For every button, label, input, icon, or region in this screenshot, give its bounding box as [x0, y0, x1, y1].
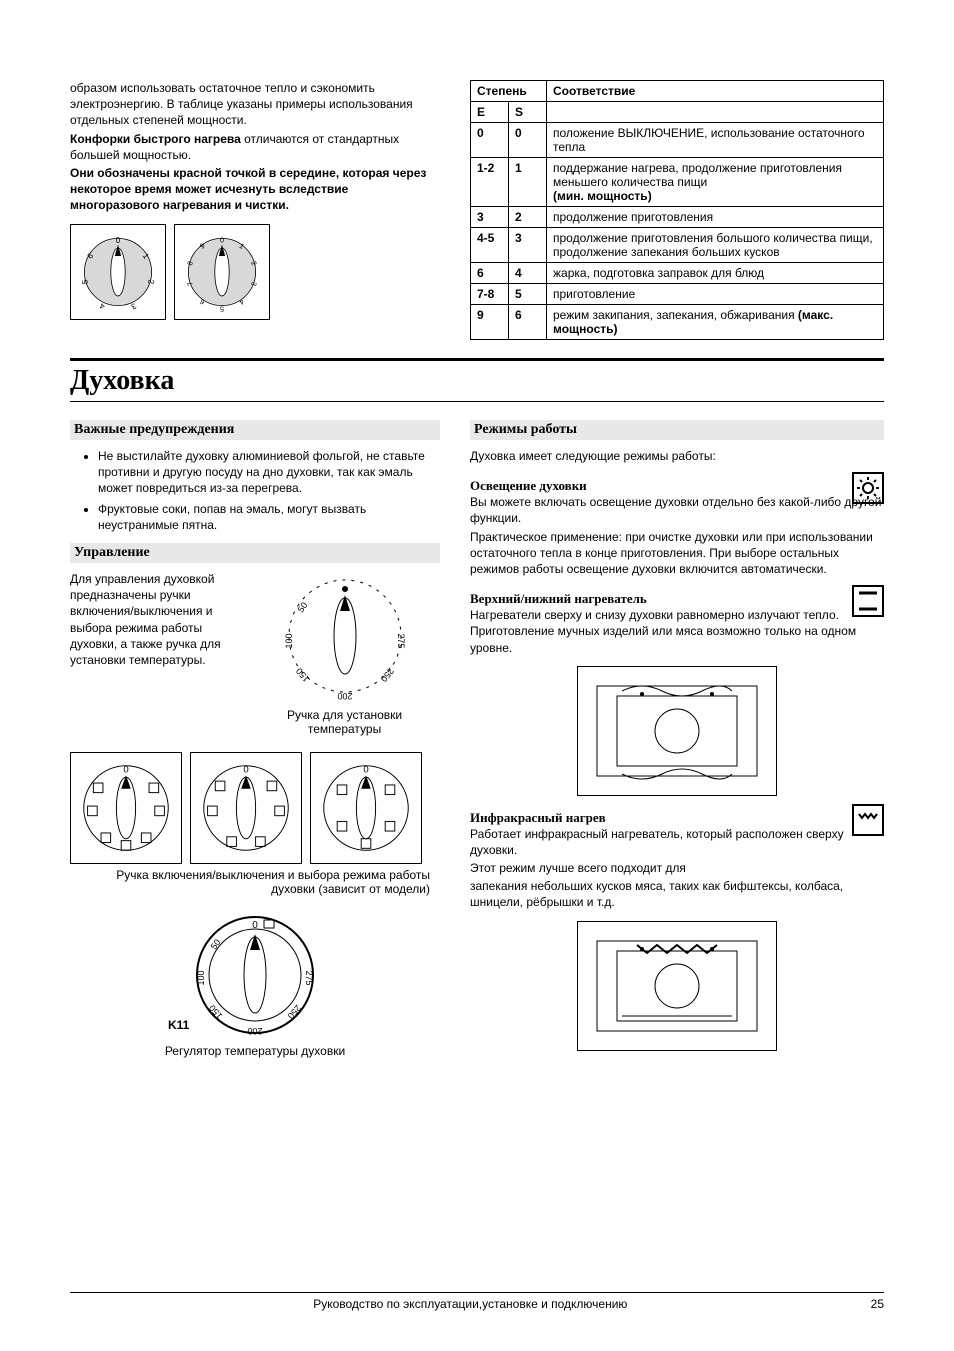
k11-label: K11 — [168, 1018, 189, 1032]
table-row: 9 6 режим закипания, запекания, обжарива… — [471, 305, 884, 340]
power-table: Степень Соответствие E S 0 0 положение В… — [470, 80, 884, 340]
power-table-column: Степень Соответствие E S 0 0 положение В… — [470, 80, 884, 340]
heading-oven: Духовка — [70, 365, 884, 397]
table-row: 1-2 1 поддержание нагрева, продолжение п… — [471, 158, 884, 207]
temp-knob-icon: 50 100 150 200 250 275 — [280, 571, 410, 701]
mode-infra-title: Инфракрасный нагрев — [470, 810, 884, 826]
light-icon — [852, 472, 884, 504]
modes-intro: Духовка имеет следующие режимы работы: — [470, 448, 884, 464]
mode-topbot: Верхний/нижний нагреватель Нагреватели с… — [470, 591, 884, 796]
dial-0-6: 0 1 2 3 4 5 6 — [70, 224, 166, 320]
mode-topbot-title: Верхний/нижний нагреватель — [470, 591, 884, 607]
svg-text:6: 6 — [198, 297, 207, 307]
mode-knob-icon: 0 — [198, 760, 294, 856]
mode-knob-icon: 0 — [78, 760, 174, 856]
th-e: E — [471, 102, 509, 123]
topbot-icon — [852, 585, 884, 617]
intro-p1: образом использовать остаточное тепло и … — [70, 80, 440, 129]
svg-text:200: 200 — [337, 691, 352, 701]
k11-row: K11 0 50 100 150 200 250 275 — [70, 910, 440, 1040]
svg-text:50: 50 — [209, 937, 223, 951]
divider-thin — [70, 401, 884, 402]
caption-mode: Ручка включения/выключения и выбора режи… — [70, 868, 440, 896]
right-column: Режимы работы Духовка имеет следующие ре… — [470, 410, 884, 1061]
table-row: 4-5 3 продолжение приготовления большого… — [471, 228, 884, 263]
footer-text: Руководство по эксплуатации,установке и … — [313, 1297, 627, 1311]
dial-9-icon: 0 1 2 3 4 5 6 7 8 9 — [182, 232, 262, 312]
mode-knob-2: 0 — [190, 752, 302, 864]
svg-text:5: 5 — [220, 304, 224, 312]
svg-text:4: 4 — [238, 297, 247, 307]
divider-thick — [70, 358, 884, 361]
svg-text:275: 275 — [304, 970, 314, 985]
mode-knob-1: 0 — [70, 752, 182, 864]
dial-illustration-row: 0 1 2 3 4 5 6 0 1 — [70, 224, 440, 320]
svg-text:0: 0 — [252, 920, 258, 931]
intro-left-column: образом использовать остаточное тепло и … — [70, 80, 440, 340]
table-row: 7-8 5 приготовление — [471, 284, 884, 305]
dial-0-9: 0 1 2 3 4 5 6 7 8 9 — [174, 224, 270, 320]
mode-knob-3: 0 — [310, 752, 422, 864]
page-footer: Руководство по эксплуатации,установке и … — [70, 1292, 884, 1311]
oven-illus-topbot — [577, 666, 777, 796]
svg-text:250: 250 — [286, 1003, 303, 1021]
svg-text:0: 0 — [363, 764, 368, 775]
svg-text:150: 150 — [294, 666, 311, 684]
mode-knob-row: 0 0 — [70, 752, 440, 864]
svg-text:100: 100 — [284, 633, 294, 648]
svg-text:200: 200 — [247, 1026, 262, 1036]
mode-topbot-p1: Нагреватели сверху и снизу духовки равно… — [470, 607, 884, 656]
dial-6-icon: 0 1 2 3 4 5 6 — [78, 232, 158, 312]
mode-light-p2: Практическое применение: при очистке дух… — [470, 529, 884, 578]
svg-text:0: 0 — [123, 764, 128, 775]
caption-k11: Регулятор температуры духовки — [70, 1044, 440, 1058]
mode-light: Освещение духовки Вы можете включать осв… — [470, 478, 884, 577]
intro-p2a: Конфорки быстрого нагрева — [70, 132, 241, 146]
mode-light-title: Освещение духовки — [470, 478, 884, 494]
page-number: 25 — [871, 1297, 884, 1311]
temp-knob-figure: 50 100 150 200 250 275 Ручка для установ… — [249, 571, 440, 736]
mode-light-p1: Вы можете включать освещение духовки отд… — [470, 494, 884, 526]
mode-infra-p2: Этот режим лучше всего подходит для — [470, 860, 884, 876]
th-corr: Соответствие — [547, 81, 884, 102]
mode-infra-p3: запекания небольших кусков мяса, таких к… — [470, 878, 884, 910]
svg-text:50: 50 — [295, 600, 309, 614]
svg-text:0: 0 — [220, 235, 224, 244]
k11-knob-icon: 0 50 100 150 200 250 275 — [190, 910, 320, 1040]
warnings-list: Не выстилайте духовку алюминиевой фольго… — [70, 448, 440, 533]
mode-knob-icon: 0 — [318, 760, 414, 856]
left-column: Важные предупреждения Не выстилайте духо… — [70, 410, 440, 1061]
th-s: S — [509, 102, 547, 123]
subhead-modes: Режимы работы — [470, 420, 884, 440]
intro-p3: Они обозначены красной точкой в середине… — [70, 165, 440, 214]
subhead-control: Управление — [70, 543, 440, 563]
caption-temp: Ручка для установки температуры — [249, 708, 440, 736]
control-text: Для управления духовкой предназначены ру… — [70, 571, 239, 736]
svg-text:250: 250 — [378, 666, 395, 684]
subhead-warnings: Важные предупреждения — [70, 420, 440, 440]
svg-text:150: 150 — [207, 1003, 224, 1021]
intro-p2: Конфорки быстрого нагрева отличаются от … — [70, 131, 440, 163]
list-item: Не выстилайте духовку алюминиевой фольго… — [98, 448, 440, 497]
svg-text:0: 0 — [243, 764, 248, 775]
mode-infra: Инфракрасный нагрев Работает инфракрасны… — [470, 810, 884, 1051]
svg-text:100: 100 — [196, 970, 206, 985]
list-item: Фруктовые соки, попав на эмаль, могут вы… — [98, 501, 440, 533]
svg-text:275: 275 — [396, 633, 406, 648]
infra-icon — [852, 804, 884, 836]
table-row: 0 0 положение ВЫКЛЮЧЕНИЕ, использование … — [471, 123, 884, 158]
table-row: 6 4 жарка, подготовка заправок для блюд — [471, 263, 884, 284]
th-step: Степень — [471, 81, 547, 102]
table-row: 3 2 продолжение приготовления — [471, 207, 884, 228]
th-empty — [547, 102, 884, 123]
mode-infra-p1: Работает инфракрасный нагреватель, котор… — [470, 826, 884, 858]
oven-illus-infra — [577, 921, 777, 1051]
svg-text:0: 0 — [116, 236, 121, 245]
